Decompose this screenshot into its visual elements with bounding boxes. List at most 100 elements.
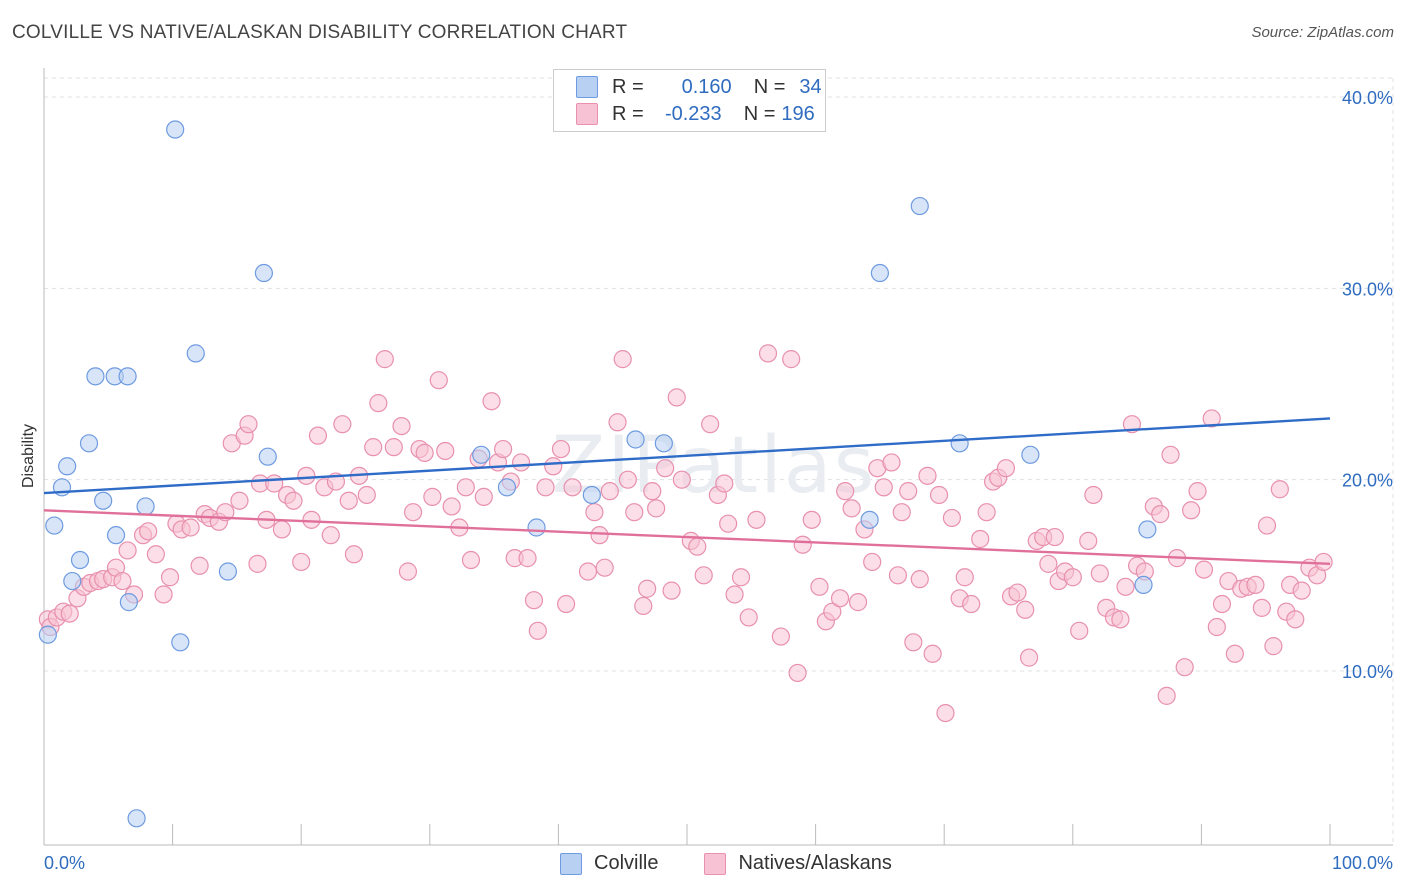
natives-point (518, 549, 537, 568)
legend-item-colville: Colville (560, 852, 658, 875)
natives-point (701, 415, 720, 434)
n-label: N = (753, 75, 786, 98)
n-label: N = (743, 102, 776, 125)
natives-point (888, 566, 908, 585)
natives-point (181, 518, 200, 537)
colville-point (626, 430, 645, 449)
natives-point (656, 459, 675, 478)
colville-point (119, 593, 138, 612)
y-tick-label: 20.0% (1342, 471, 1393, 491)
legend-row-colville: R = 0.160 N = 34 (576, 75, 822, 99)
natives-point (996, 459, 1016, 478)
colville-point (218, 562, 237, 581)
colville-point (1134, 575, 1153, 595)
natives-point (369, 394, 388, 413)
natives-alaskans-points (38, 344, 1333, 723)
natives-point (1039, 554, 1058, 573)
natives-point (357, 485, 376, 505)
natives-point (494, 439, 513, 459)
natives-point (248, 554, 267, 573)
natives-point (1182, 501, 1201, 520)
natives-point (618, 470, 637, 489)
natives-point (1212, 594, 1232, 614)
natives-point (442, 497, 461, 516)
natives-point (113, 571, 132, 591)
natives-point (436, 441, 455, 461)
legend-item-natives: Natives/Alaskans (704, 852, 892, 875)
natives-point (557, 594, 576, 614)
natives-point (1292, 581, 1311, 600)
natives-point (482, 392, 501, 411)
correlation-legend: R = 0.160 N = 34 R = -0.233 N = 196 (553, 69, 826, 132)
natives-point (415, 443, 434, 462)
colville-point (94, 491, 113, 510)
natives-point (1257, 516, 1277, 535)
natives-point (731, 568, 751, 587)
natives-point (1286, 610, 1305, 629)
natives-point (1019, 648, 1039, 667)
y-tick-labels: 10.0% 20.0% 30.0% 40.0% (1342, 88, 1393, 682)
natives-point (936, 703, 955, 723)
natives-point (216, 503, 235, 522)
natives-point (1246, 575, 1265, 595)
natives-point (1270, 480, 1289, 499)
natives-point (1008, 583, 1027, 602)
natives-point (339, 491, 358, 510)
natives-swatch (576, 103, 598, 125)
natives-point (662, 581, 681, 600)
colville-point (870, 263, 890, 283)
colville-point (79, 434, 99, 453)
colville-legend-label: Colville (594, 852, 659, 874)
natives-point (836, 482, 855, 501)
natives-point (771, 627, 790, 646)
natives-point (1264, 637, 1283, 656)
axes (43, 68, 1393, 846)
natives-point (284, 491, 303, 510)
natives-point (272, 520, 292, 539)
colville-legend-swatch (560, 852, 582, 875)
colville-point (1138, 520, 1157, 539)
natives-point (563, 478, 582, 497)
colville-point (258, 447, 277, 466)
natives-point (823, 602, 842, 621)
natives-point (910, 570, 929, 589)
natives-legend-label: Natives/Alaskans (738, 852, 892, 874)
colville-points (38, 120, 1157, 828)
colville-swatch (576, 76, 598, 98)
natives-point (333, 415, 352, 434)
colville-point (127, 809, 146, 828)
chart-title: COLVILLE VS NATIVE/ALASKAN DISABILITY CO… (12, 22, 628, 43)
natives-point (190, 556, 209, 575)
natives-point (758, 344, 778, 363)
colville-trend-line (43, 417, 1331, 495)
natives-point (1314, 552, 1333, 572)
natives-point (375, 350, 394, 369)
natives-point (1252, 598, 1271, 617)
natives-point (793, 535, 812, 554)
natives-point (667, 388, 686, 407)
natives-point (160, 568, 180, 587)
colville-point (527, 518, 546, 537)
colville-point (186, 344, 205, 363)
x-tick-label-min: 0.0% (44, 853, 85, 873)
colville-point (136, 497, 155, 516)
natives-point (1202, 409, 1221, 428)
natives-point (595, 558, 614, 577)
natives-point (364, 438, 383, 457)
trend-lines (43, 417, 1331, 566)
colville-point (910, 196, 929, 216)
natives-point (461, 550, 481, 570)
natives-point (146, 545, 165, 564)
natives-point (892, 503, 911, 522)
natives-point (474, 487, 493, 506)
natives-point (1157, 686, 1176, 705)
y-tick-label: 30.0% (1342, 279, 1393, 299)
natives-point (715, 474, 734, 493)
natives-point (1122, 415, 1142, 434)
natives-point (384, 438, 403, 457)
colville-point (860, 510, 879, 529)
natives-point (1084, 485, 1103, 505)
natives-point (904, 633, 923, 652)
natives-point (608, 413, 627, 432)
source-label: Source: ZipAtlas.com (1251, 24, 1394, 41)
